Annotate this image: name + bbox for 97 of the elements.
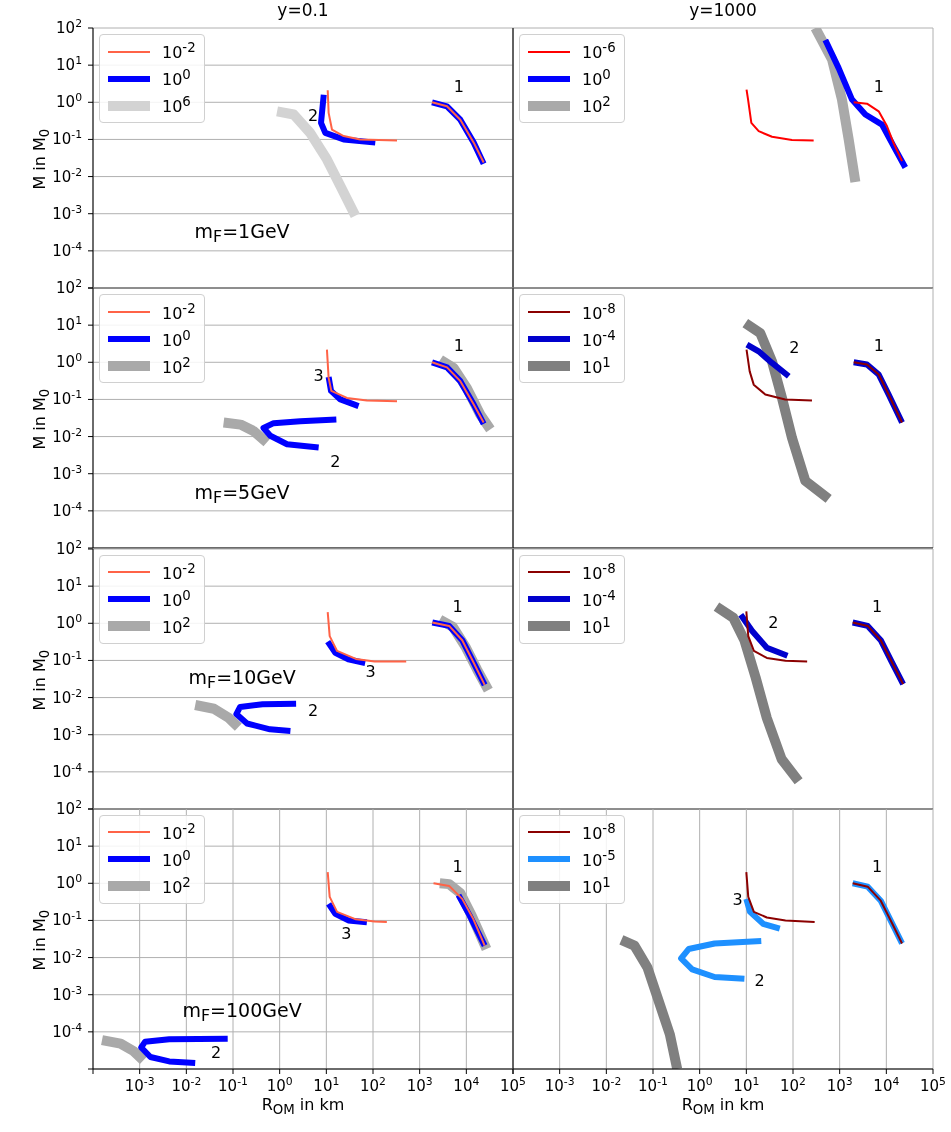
- annotation: 2: [768, 612, 779, 632]
- x-tick-label: 10$^{-1}$: [218, 1074, 248, 1095]
- legend-label: 10$^{1}$: [582, 614, 611, 638]
- legend-label: 10$^{0}$: [162, 67, 191, 90]
- legend-label: 10$^{2}$: [162, 354, 191, 377]
- y-tick-label: 10$^{2}$: [56, 16, 82, 37]
- legend-label: 10$^{-5}$: [582, 848, 616, 871]
- y-tick-label: 10$^{-3}$: [52, 462, 82, 484]
- y-tick-label: 10$^{1}$: [56, 834, 82, 856]
- annotation: 2: [307, 105, 319, 125]
- y-tick-label: 10$^{0}$: [56, 871, 83, 893]
- x-tick-label: 10$^{5}$: [920, 1074, 946, 1095]
- y-tick-label: 10$^{2}$: [56, 797, 82, 818]
- y-tick-label: 10$^{1}$: [56, 53, 82, 75]
- y-tick-label: 10$^{-1}$: [52, 388, 82, 409]
- x-axis-title: R$_{OM}$ in km: [260, 1094, 346, 1118]
- y-tick-label: 10$^{-2}$: [52, 425, 82, 446]
- x-tick-label: 10$^{-2}$: [591, 1074, 622, 1095]
- y-tick-label: 10$^{-1}$: [52, 127, 82, 149]
- annotation: m$_{F}$=5GeV: [194, 480, 290, 508]
- annotation: 1: [872, 856, 883, 876]
- x-tick-label: 10$^{-3}$: [544, 1074, 575, 1095]
- x-axis-title: R$_{OM}$ in km: [680, 1094, 766, 1118]
- annotation: 1: [453, 76, 464, 96]
- legend-label: 10$^{2}$: [162, 614, 191, 638]
- y-tick-label: 10$^{-1}$: [52, 908, 82, 930]
- annotation: 1: [452, 596, 463, 616]
- x-tick-label: 10$^{0}$: [266, 1074, 293, 1095]
- annotation: 1: [872, 596, 883, 616]
- x-tick-label: 10$^{-1}$: [638, 1074, 668, 1095]
- legend-label: 10$^{-2}$: [162, 40, 196, 63]
- legend-label: 10$^{0}$: [582, 67, 611, 90]
- y-tick-label: 10$^{2}$: [56, 276, 82, 298]
- legend-label: 10$^{2}$: [162, 875, 191, 898]
- y-tick-label: 10$^{-4}$: [52, 1020, 83, 1041]
- annotation: 1: [873, 76, 884, 96]
- annotation: m$_{F}$=10GeV: [188, 665, 296, 692]
- x-tick-label: 10$^{1}$: [313, 1074, 340, 1095]
- legend-label: 10$^{-2}$: [162, 821, 196, 844]
- x-tick-label: 10$^{-2}$: [171, 1074, 202, 1095]
- legend-label: 10$^{-4}$: [582, 587, 616, 611]
- legend-label: 10$^{-8}$: [582, 821, 616, 844]
- annotation: 1: [453, 335, 464, 355]
- y-tick-label: 10$^{-2}$: [52, 685, 82, 707]
- y-tick-label: 10$^{-3}$: [52, 202, 82, 223]
- legend-label: 10$^{0}$: [162, 327, 191, 350]
- annotation: 1: [873, 335, 884, 355]
- legend-label: 10$^{-8}$: [582, 300, 616, 323]
- annotation: 2: [307, 700, 319, 720]
- y-tick-label: 10$^{0}$: [56, 351, 83, 372]
- y-tick-label: 10$^{0}$: [56, 90, 83, 112]
- legend-label: 10$^{-2}$: [162, 560, 196, 584]
- legend-label: 10$^{-6}$: [582, 40, 616, 63]
- legend-label: 10$^{-2}$: [162, 300, 196, 323]
- y-tick-label: 10$^{-2}$: [52, 165, 82, 186]
- y-tick-label: 10$^{1}$: [56, 574, 82, 595]
- annotation: 3: [341, 923, 352, 943]
- legend-label: 10$^{6}$: [162, 94, 191, 117]
- chart-title: y=0.1: [276, 0, 330, 20]
- x-tick-label: 10$^{3}$: [406, 1074, 433, 1095]
- legend-label: 10$^{0}$: [162, 587, 191, 611]
- x-tick-label: 10$^{4}$: [873, 1074, 900, 1095]
- annotation: 2: [789, 337, 800, 357]
- x-tick-label: 10$^{3}$: [826, 1074, 853, 1095]
- legend-label: 10$^{0}$: [162, 848, 191, 871]
- legend-label: 10$^{-4}$: [582, 327, 616, 350]
- legend-label: 10$^{1}$: [582, 875, 611, 898]
- y-tick-label: 10$^{0}$: [56, 611, 83, 632]
- annotation: 3: [365, 661, 376, 681]
- y-tick-label: 10$^{-4}$: [52, 239, 83, 260]
- chart-title: y=1000: [688, 0, 758, 20]
- y-tick-label: 10$^{1}$: [56, 313, 82, 335]
- y-tick-label: 10$^{-2}$: [52, 945, 82, 967]
- x-tick-label: 10$^{4}$: [453, 1074, 480, 1095]
- annotation: 1: [452, 856, 463, 876]
- annotation: m$_{F}$=1GeV: [194, 219, 290, 247]
- y-tick-label: 10$^{-1}$: [52, 648, 82, 670]
- x-tick-label: 10$^{5}$: [500, 1074, 526, 1095]
- x-tick-label: 10$^{-3}$: [124, 1074, 155, 1095]
- y-tick-label: 10$^{-4}$: [52, 499, 83, 521]
- annotation: m$_{F}$=100GeV: [182, 998, 302, 1026]
- y-tick-label: 10$^{-3}$: [52, 722, 82, 744]
- y-tick-label: 10$^{-4}$: [52, 759, 83, 781]
- legend-label: 10$^{2}$: [582, 94, 611, 117]
- x-tick-label: 10$^{1}$: [733, 1074, 760, 1095]
- legend-label: 10$^{1}$: [582, 354, 611, 377]
- annotation: 3: [313, 365, 324, 385]
- annotation: 2: [210, 1042, 222, 1062]
- annotation: 2: [754, 970, 765, 990]
- y-tick-label: 10$^{2}$: [56, 537, 82, 558]
- x-tick-label: 10$^{2}$: [360, 1074, 386, 1095]
- annotation: 2: [330, 451, 341, 471]
- x-tick-label: 10$^{0}$: [686, 1074, 713, 1095]
- y-tick-label: 10$^{-3}$: [52, 983, 82, 1004]
- annotation: 3: [732, 889, 743, 909]
- x-tick-label: 10$^{2}$: [780, 1074, 806, 1095]
- legend-label: 10$^{-8}$: [582, 560, 616, 584]
